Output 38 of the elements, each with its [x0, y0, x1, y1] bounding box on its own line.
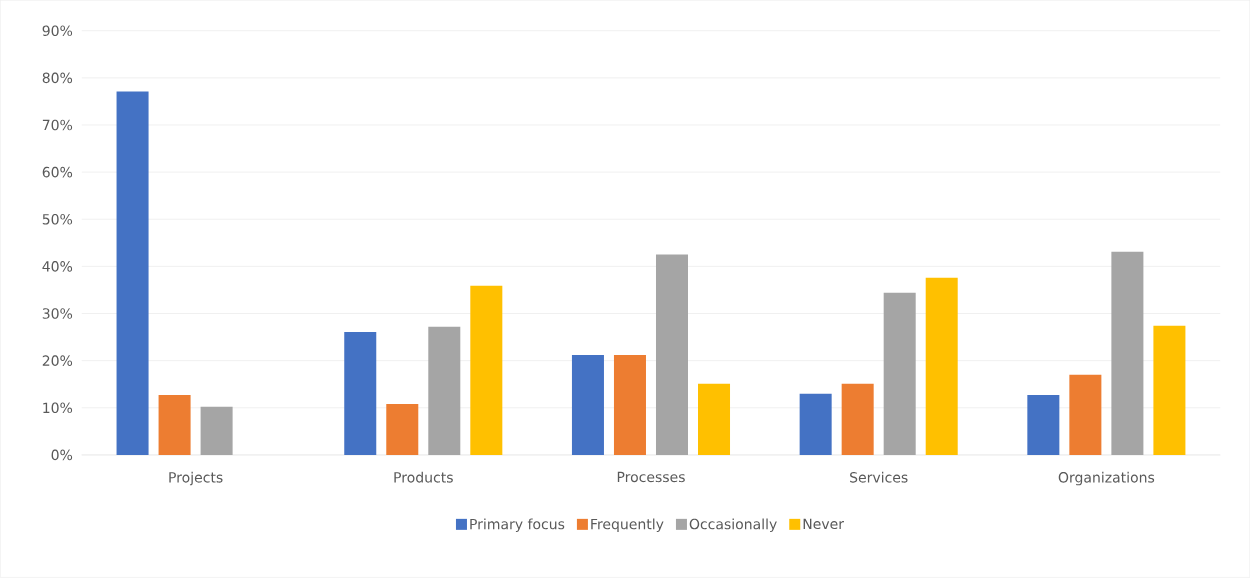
y-tick-label: 70% [42, 119, 73, 131]
y-tick-label: 90% [42, 25, 73, 37]
bar [925, 277, 958, 456]
bar [158, 395, 191, 456]
y-tick-label: 40% [42, 261, 73, 272]
bar [386, 404, 419, 456]
bar [1069, 374, 1102, 456]
y-tick-label: 30% [42, 308, 73, 319]
bar [655, 254, 688, 456]
legend-label: Frequently [591, 518, 664, 533]
bar [344, 332, 377, 456]
bar [841, 383, 874, 456]
y-tick-label: 80% [42, 72, 73, 84]
bar [571, 355, 604, 456]
y-tick-label: 0% [51, 449, 73, 461]
bar [1153, 325, 1186, 456]
y-tick-label: 50% [42, 214, 73, 225]
bar [613, 355, 646, 456]
legend-label: Primary focus [470, 518, 565, 533]
bar [200, 407, 233, 456]
x-tick-label: Organizations [1058, 471, 1155, 486]
legend-label: Never [803, 518, 844, 530]
bar [470, 285, 503, 456]
bar [698, 383, 731, 456]
y-tick-label: 60% [42, 166, 73, 178]
bar [883, 292, 916, 456]
y-tick-label: 20% [42, 355, 73, 367]
x-tick-label: Processes [617, 471, 685, 483]
bar [428, 326, 461, 456]
x-tick-label: Services [850, 471, 908, 483]
bar [116, 91, 149, 456]
bar [799, 393, 832, 456]
y-tick-label: 10% [43, 402, 73, 414]
bar [1027, 395, 1060, 456]
x-tick-label: Products [394, 471, 453, 483]
x-tick-label: Projects [169, 471, 223, 486]
legend-label: Occasionally [689, 518, 777, 533]
bar [1111, 251, 1144, 456]
